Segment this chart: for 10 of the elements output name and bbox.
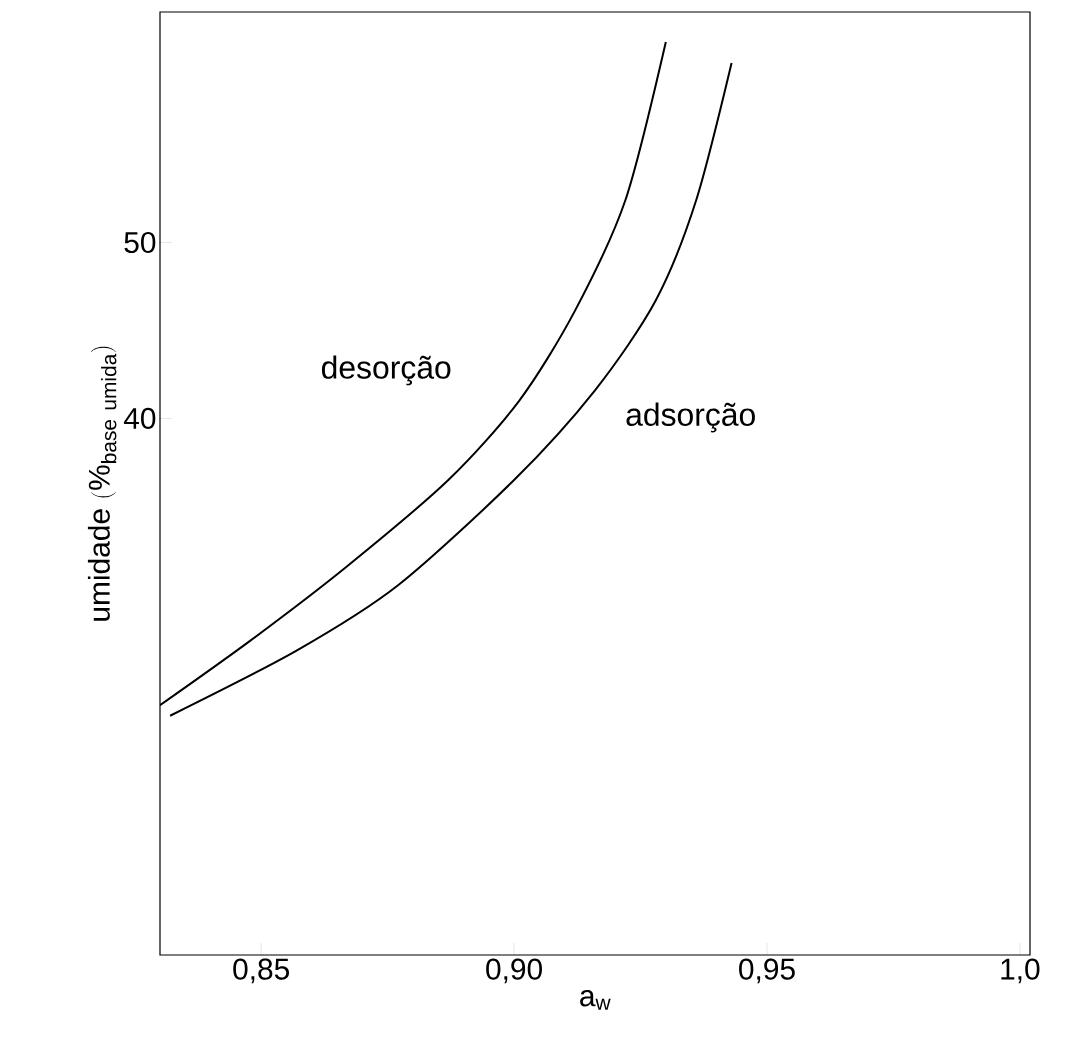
annotation: adsorção — [626, 402, 755, 433]
x-axis-title: $\mathrm{a_{w}}$ — [580, 990, 611, 1010]
x-tick-label: 0,95 — [739, 958, 795, 984]
y-axis-title: $\mathrm{umidade\ (\%_{base\ umida})}$ — [87, 346, 117, 621]
annotation: desorção — [321, 355, 451, 386]
x-tick-label: 0,85 — [233, 958, 289, 984]
y-tick-label: 40 — [123, 407, 156, 429]
x-tick-label: 0,90 — [486, 958, 542, 984]
y-tick-label: 50 — [124, 231, 156, 254]
x-tick-label: 1,0 — [1001, 958, 1040, 984]
